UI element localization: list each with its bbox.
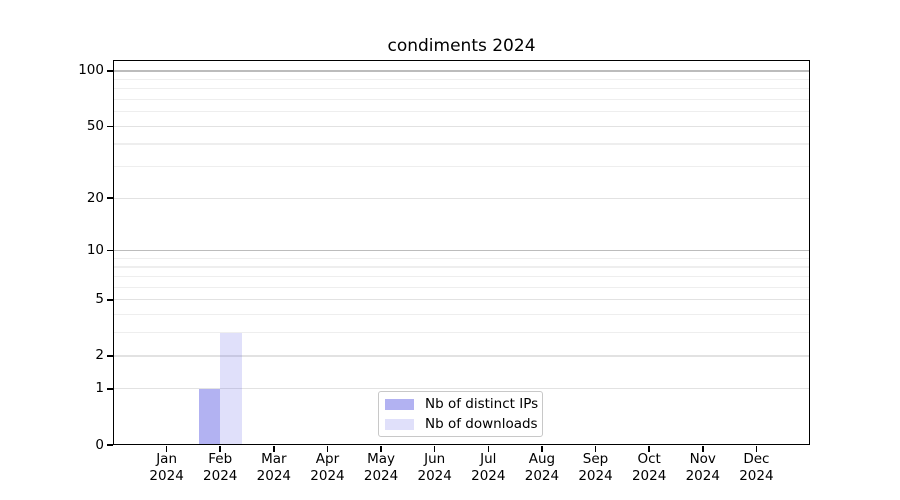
gridline xyxy=(113,70,810,72)
y-axis-tick xyxy=(106,298,113,301)
x-tick-month: Apr xyxy=(315,451,340,467)
y-axis-tick xyxy=(106,197,113,200)
x-tick-year: 2024 xyxy=(524,468,560,484)
legend-entry: Nb of distinct IPs xyxy=(385,396,542,413)
x-tick-label: Feb 2024 xyxy=(180,451,260,485)
legend: Nb of distinct IPs Nb of downloads xyxy=(378,391,543,437)
x-axis-tick xyxy=(165,446,168,452)
x-axis-tick xyxy=(701,446,704,452)
y-tick-label: 50 xyxy=(86,117,104,134)
x-axis-tick xyxy=(273,446,275,452)
y-tick-label: 20 xyxy=(86,189,104,206)
x-tick-label: Mar 2024 xyxy=(234,451,314,485)
y-tick-label: 2 xyxy=(95,347,104,364)
x-tick-year: 2024 xyxy=(471,468,506,484)
legend-label: Nb of distinct IPs xyxy=(425,395,539,412)
gridline xyxy=(113,111,810,113)
x-tick-year: 2024 xyxy=(685,468,720,484)
x-tick-year: 2024 xyxy=(310,468,345,484)
x-tick-month: Sep xyxy=(582,451,609,467)
gridline xyxy=(113,275,810,278)
legend-swatch-distinct-ips xyxy=(385,398,414,410)
x-tick-year: 2024 xyxy=(631,468,667,484)
x-tick-year: 2024 xyxy=(203,468,238,484)
y-tick-label: 0 xyxy=(95,436,104,453)
gridline xyxy=(113,166,810,168)
bar-distinct-ips xyxy=(198,388,221,445)
gridline xyxy=(113,88,810,90)
gridline xyxy=(113,299,810,301)
chart-title: condiments 2024 xyxy=(387,36,536,56)
y-tick-label: 5 xyxy=(95,291,104,308)
x-axis-tick xyxy=(648,446,650,452)
y-axis-tick xyxy=(106,444,113,446)
y-tick-label: 100 xyxy=(78,62,104,79)
x-axis-tick xyxy=(594,446,597,452)
gridline xyxy=(113,197,810,199)
x-axis-tick xyxy=(326,446,329,452)
y-axis-tick xyxy=(106,388,113,390)
x-tick-year: 2024 xyxy=(578,468,613,484)
x-tick-year: 2024 xyxy=(417,468,452,484)
x-tick-label: Dec 2024 xyxy=(716,451,796,485)
x-tick-month: Feb xyxy=(208,451,233,467)
x-tick-label: Apr 2024 xyxy=(287,451,367,485)
x-tick-month: Dec xyxy=(743,451,770,467)
plot-area xyxy=(113,60,810,445)
x-tick-month: Jan xyxy=(156,451,178,467)
x-axis-tick xyxy=(487,446,490,452)
gridline xyxy=(113,313,810,316)
gridline xyxy=(113,143,810,145)
bar-downloads xyxy=(220,332,242,445)
gridline xyxy=(113,78,810,81)
y-tick-label: 10 xyxy=(86,242,104,259)
x-tick-month: Aug xyxy=(528,451,556,467)
x-tick-year: 2024 xyxy=(363,468,399,484)
x-axis-tick xyxy=(755,446,758,452)
x-tick-label: Jun 2024 xyxy=(395,451,475,485)
legend-entry: Nb of downloads xyxy=(385,416,542,433)
y-tick-label: 1 xyxy=(95,380,104,397)
gridline xyxy=(113,266,810,268)
gridline xyxy=(113,257,810,259)
gridline xyxy=(113,355,810,357)
gridline xyxy=(113,250,810,252)
x-tick-month: Jul xyxy=(480,451,497,467)
legend-swatch-downloads xyxy=(385,418,414,430)
x-tick-month: Mar xyxy=(261,451,287,467)
x-tick-label: Jul 2024 xyxy=(448,451,528,485)
y-axis-tick xyxy=(106,70,113,72)
x-tick-label: Jan 2024 xyxy=(127,451,207,485)
x-tick-month: Jun xyxy=(424,451,446,467)
x-tick-label: Aug 2024 xyxy=(502,451,582,485)
y-axis-tick xyxy=(106,125,113,128)
x-axis-tick xyxy=(219,446,222,452)
x-tick-year: 2024 xyxy=(256,468,292,484)
x-axis-tick xyxy=(380,446,382,452)
gridline xyxy=(113,125,810,127)
legend-label: Nb of downloads xyxy=(425,415,538,432)
x-tick-label: Oct 2024 xyxy=(609,451,689,485)
x-tick-year: 2024 xyxy=(149,468,184,484)
x-axis-tick xyxy=(541,446,543,452)
y-axis-tick xyxy=(106,249,113,252)
x-tick-label: May 2024 xyxy=(341,451,421,485)
gridline xyxy=(113,388,810,390)
gridline xyxy=(113,98,810,101)
gridline xyxy=(113,286,810,288)
gridline xyxy=(113,332,810,334)
x-tick-year: 2024 xyxy=(739,468,774,484)
x-axis-tick xyxy=(433,446,436,452)
y-axis-tick xyxy=(106,355,113,357)
x-tick-label: Nov 2024 xyxy=(663,451,743,485)
x-tick-month: Nov xyxy=(689,451,716,467)
x-tick-month: May xyxy=(367,451,396,467)
x-tick-month: Oct xyxy=(637,451,661,467)
x-tick-label: Sep 2024 xyxy=(556,451,636,485)
